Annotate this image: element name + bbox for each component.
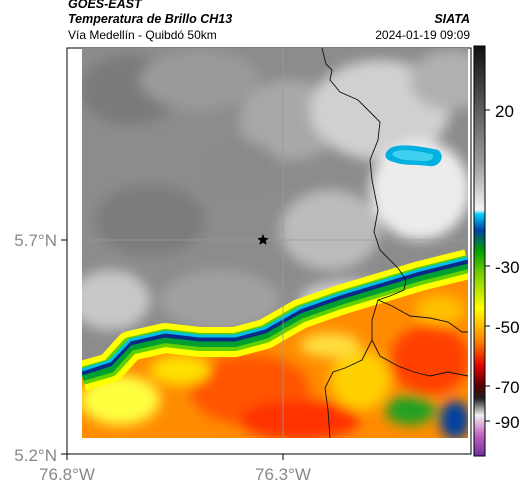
lat-tick-label: 5.2°N [14,446,57,465]
lon-tick-label: 76.8°W [39,465,95,484]
colorbar-label: -70 [495,378,520,397]
lat-tick-label: 5.7°N [14,231,57,250]
warm-land-region [82,270,468,438]
datetime-label: 2024-01-19 09:09 [375,28,470,42]
lon-tick-label: 76.3°W [255,465,311,484]
region-label: Vía Medellín - Quibdó 50km [68,28,217,42]
colorbar-label: -30 [495,258,520,277]
organization-label: SIATA [434,12,470,26]
satellite-title: GOES-EAST [68,0,142,11]
border-lines [321,48,468,438]
star-marker [257,234,269,245]
colorbar-label: -50 [495,318,520,337]
coastal-band [82,249,468,391]
product-title: Temperatura de Brillo CH13 [68,12,233,26]
colorbar [473,45,486,457]
colorbar-label: -90 [495,413,520,432]
cold-cloud-patch [385,145,442,167]
colorbar-label: 20 [495,102,514,121]
